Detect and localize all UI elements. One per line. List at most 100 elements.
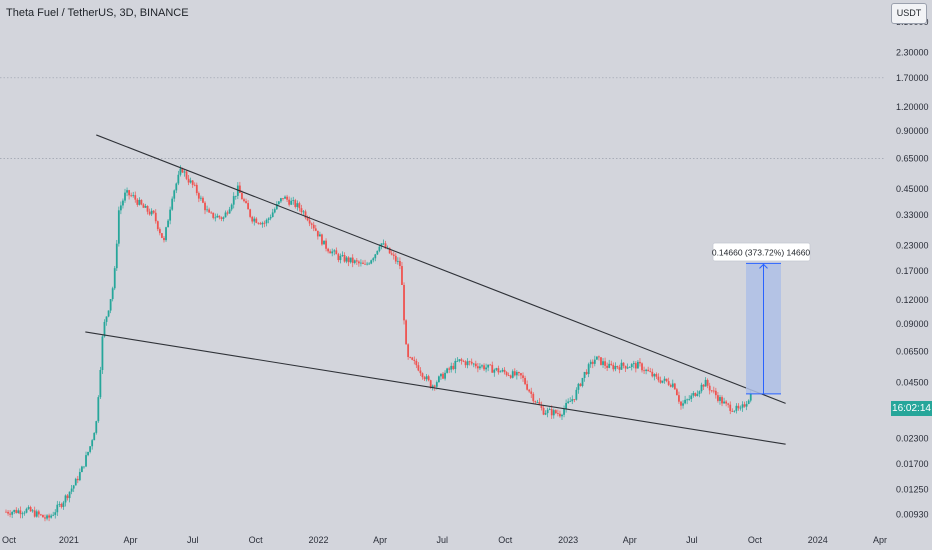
candle-down [610,363,613,365]
time-tick-label: Apr [373,535,387,545]
candle-down [585,371,588,375]
candle-up [267,218,270,220]
candle-down [616,365,619,368]
candle-up [52,514,55,516]
candle-down [294,200,297,207]
candle-up [333,250,336,252]
measure-label-box [712,242,811,262]
candle-up [284,196,286,199]
measure-arrow-head [759,263,768,269]
candle-down [706,379,709,386]
candle-down [669,384,672,387]
candle-up [119,205,122,211]
candle-down [624,365,627,369]
candle-up [189,180,192,183]
candle-down [573,399,576,400]
candle-up [58,503,61,505]
candle-up [741,404,744,408]
candle-up [280,198,282,202]
candle-up [593,359,596,364]
candle-down [187,178,190,183]
candle-down [245,201,247,204]
trendline-lower[interactable] [85,331,786,445]
candle-down [509,375,512,378]
candle-down [226,212,229,214]
candle-down [343,254,346,262]
candle-down [462,360,465,362]
candle-down [702,384,705,387]
candle-up [78,472,81,481]
candle-up [93,432,96,441]
candle-down [384,243,387,249]
reference-levels [0,77,885,159]
time-tick-label: 2024 [808,535,828,545]
candle-up [167,220,169,228]
price-tick-label: 0.65000 [896,153,929,163]
candle-up [91,440,94,447]
candle-up [431,385,434,388]
candle-down [442,373,444,379]
candle-down [263,222,266,224]
currency-badge[interactable]: USDT [891,3,927,24]
candle-down [470,361,473,364]
candle-down [497,368,500,373]
candle-down [419,370,422,374]
candle-up [339,255,342,261]
candle-down [710,390,713,392]
candle-down [659,380,662,383]
price-tick-label: 0.09000 [896,319,929,329]
price-range-measure[interactable]: 0.14660 (373.72%) 14660 [712,242,811,395]
candle-up [54,512,57,515]
candle-up [587,364,590,375]
candle-up [589,361,592,365]
candle-down [300,208,303,213]
candle-down [433,385,436,387]
candle-up [454,360,457,370]
candle-up [46,515,48,519]
candle-up [366,263,368,265]
candle-down [220,217,223,219]
candle-up [124,192,126,201]
candle-up [376,250,379,255]
candle-down [255,218,258,223]
candle-down [483,365,485,370]
candle-down [251,216,254,222]
candle-down [550,409,553,416]
candle-down [197,193,200,199]
candle-up [637,361,639,369]
price-axis[interactable]: 3.300002.300001.700001.200000.900000.650… [885,0,932,550]
candle-down [731,410,734,412]
candle-up [456,360,459,362]
candle-up [319,234,321,237]
candle-up [214,217,217,219]
candle-down [540,404,543,408]
candle-down [7,511,9,514]
price-tick-label: 0.02300 [896,434,929,444]
candle-up [228,209,231,214]
candle-down [306,217,309,221]
candle-down [678,395,680,402]
candle-down [304,211,307,218]
candle-up [64,495,67,503]
candle-up [446,368,449,373]
candle-up [179,168,182,175]
candle-down [675,389,678,396]
time-axis[interactable]: Oct 2021 Apr Jul Oct 2022 Apr Jul Oct 2023 Apr Jul O… [2,535,887,545]
candle-down [212,212,215,218]
candle-down [600,357,602,365]
candle-up [265,219,268,224]
trendline-upper[interactable] [96,134,786,404]
candle-up [101,336,104,370]
last-price-label: 16:02:14 [891,401,932,416]
candle-down [310,223,313,225]
candle-down [33,510,36,517]
candle-up [374,254,377,259]
candle-down [491,364,494,373]
candle-down [347,257,350,263]
candle-down [355,260,358,262]
candle-up [546,409,549,414]
candle-up [150,210,153,215]
candle-down [423,377,426,380]
